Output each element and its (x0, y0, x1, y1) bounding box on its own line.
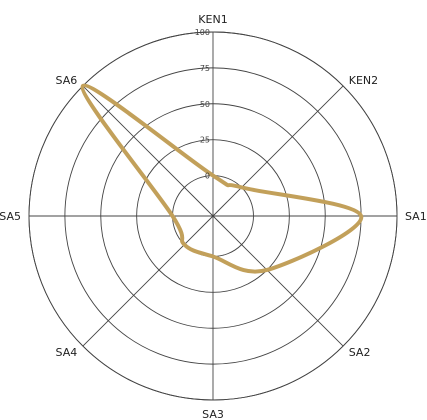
series-line-0 (80, 83, 364, 274)
data-point-sa6 (81, 84, 85, 88)
data-point-sa2 (265, 268, 269, 272)
axis-label-ken2: KEN2 (349, 74, 378, 87)
axis-label-ken1: KEN1 (198, 13, 227, 26)
spoke-ken2 (212, 85, 344, 217)
axis-label-sa6: SA6 (56, 74, 78, 87)
spoke-sa2 (212, 215, 344, 347)
rtick-label-25: 25 (200, 136, 210, 145)
rtick-label-100: 100 (195, 28, 210, 37)
rtick-label-0: 0 (205, 172, 210, 181)
spoke-sa4 (82, 215, 214, 347)
axis-labels: 0 25 50 75 100 KEN1 KEN2 SA1 SA2 SA3 SA4 SA5 SA6 (0, 13, 427, 420)
spoke-sa6 (82, 85, 214, 217)
data-point-ken1 (211, 174, 215, 178)
data-point-sa1 (359, 214, 363, 218)
data-point-sa3 (211, 254, 215, 258)
data-point-sa5 (171, 214, 175, 218)
axis-label-sa3: SA3 (202, 408, 224, 420)
axis-label-sa1: SA1 (405, 210, 427, 223)
data-point-sa4 (182, 243, 186, 247)
axis-label-sa2: SA2 (349, 346, 371, 359)
axis-label-sa5: SA5 (0, 210, 21, 223)
data-point-ken2 (240, 185, 244, 189)
series-layer (80, 83, 364, 274)
rtick-label-75: 75 (200, 64, 210, 73)
rtick-label-50: 50 (200, 100, 210, 109)
axis-label-sa4: SA4 (56, 346, 78, 359)
